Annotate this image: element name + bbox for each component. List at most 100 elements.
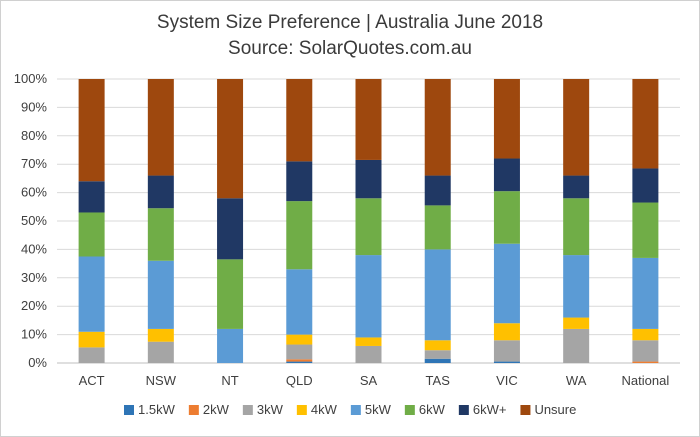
bar-segment <box>286 334 313 345</box>
bar-segment <box>286 79 313 162</box>
x-tick-label: TAS <box>426 373 451 388</box>
bar-segment <box>424 358 451 363</box>
bar-segment <box>217 79 244 199</box>
x-tick-label: ACT <box>79 373 105 388</box>
legend-swatch <box>296 405 307 415</box>
bar-segment <box>217 198 244 260</box>
bar-segment <box>424 79 451 176</box>
bar-segment <box>493 79 520 159</box>
bar-segment <box>563 317 590 329</box>
legend-label: 3kW <box>257 402 284 417</box>
legend-label: 6kW <box>419 402 446 417</box>
bar-segment <box>286 161 313 202</box>
bars <box>78 79 659 363</box>
bar-segment <box>632 79 659 169</box>
x-axis-ticks: ACT NSW NT QLD SA TAS VIC WA National <box>79 373 670 388</box>
y-tick-label: 30% <box>21 270 47 285</box>
y-tick-label: 70% <box>21 156 47 171</box>
bar-segment <box>424 350 451 359</box>
bar-segment <box>493 361 520 363</box>
bar-segment <box>147 260 174 329</box>
legend: 1.5kW 2kW 3kW 4kW 5kW 6kW 6kW+ Unsure <box>124 402 576 417</box>
legend-label: 4kW <box>311 402 338 417</box>
bar-segment <box>286 359 313 362</box>
legend-label: Unsure <box>534 402 576 417</box>
legend-swatch <box>124 405 134 415</box>
bar-segment <box>632 361 659 363</box>
chart-title: System Size Preference | Australia June … <box>156 12 544 33</box>
bar-segment <box>632 257 659 329</box>
bar-segment <box>493 323 520 341</box>
bar-segment <box>563 255 590 318</box>
bar-segment <box>217 328 244 363</box>
bar-segment <box>563 328 590 363</box>
bar-segment <box>286 201 313 270</box>
y-tick-label: 80% <box>21 128 47 143</box>
x-tick-label: WA <box>566 373 587 388</box>
bar-segment <box>355 159 382 199</box>
bar-segment <box>286 344 313 360</box>
bar-segment <box>147 208 174 261</box>
bar-segment <box>355 255 382 338</box>
legend-label: 5kW <box>365 402 392 417</box>
bar-segment <box>147 79 174 176</box>
chart-subtitle: Source: SolarQuotes.com.au <box>228 38 472 59</box>
bar-segment <box>147 341 174 363</box>
legend-swatch <box>520 405 531 415</box>
bar-segment <box>493 243 520 324</box>
bar-segment <box>217 259 244 329</box>
bar-segment <box>78 256 105 332</box>
bar-segment <box>78 212 105 257</box>
bar-segment <box>78 347 105 363</box>
bar-segment <box>355 198 382 256</box>
bar-segment <box>355 337 382 346</box>
y-tick-label: 100% <box>14 71 48 86</box>
bar-segment <box>355 345 382 363</box>
x-tick-label: QLD <box>286 373 313 388</box>
legend-swatch <box>188 405 199 415</box>
bar-segment <box>563 198 590 256</box>
x-tick-label: NSW <box>146 373 177 388</box>
x-tick-label: VIC <box>496 373 518 388</box>
legend-label: 2kW <box>203 402 230 417</box>
y-tick-label: 10% <box>21 327 47 342</box>
y-tick-label: 20% <box>21 298 47 313</box>
x-tick-label: National <box>622 373 670 388</box>
bar-segment <box>493 340 520 362</box>
y-axis-ticks: 0% 10% 20% 30% 40% 50% 60% 70% 80% 90% 100% <box>14 71 48 370</box>
bar-segment <box>147 328 174 342</box>
bar-segment <box>563 79 590 176</box>
bar-segment <box>424 340 451 351</box>
y-tick-label: 90% <box>21 99 47 114</box>
legend-label: 6kW+ <box>473 402 507 417</box>
bar-segment <box>78 331 105 348</box>
bar-segment <box>424 175 451 206</box>
y-tick-label: 0% <box>28 355 47 370</box>
bar-segment <box>632 328 659 341</box>
bar-segment <box>355 79 382 160</box>
bar-segment <box>147 175 174 209</box>
y-tick-label: 40% <box>21 241 47 256</box>
bar-segment <box>78 79 105 182</box>
bar-segment <box>632 340 659 362</box>
bar-segment <box>424 249 451 341</box>
bar-segment <box>563 175 590 199</box>
x-tick-label: SA <box>360 373 378 388</box>
y-tick-label: 60% <box>21 185 47 200</box>
x-tick-label: NT <box>221 373 238 388</box>
bar-segment <box>493 191 520 244</box>
legend-label: 1.5kW <box>138 402 176 417</box>
legend-swatch <box>458 405 469 415</box>
bar-segment <box>286 361 313 363</box>
bar-segment <box>493 158 520 192</box>
legend-swatch <box>242 405 253 415</box>
bar-segment <box>78 181 105 213</box>
bar-segment <box>632 168 659 203</box>
bar-segment <box>424 205 451 250</box>
bar-segment <box>632 202 659 258</box>
bar-segment <box>286 269 313 335</box>
legend-swatch <box>350 405 361 415</box>
legend-swatch <box>404 405 415 415</box>
y-tick-label: 50% <box>21 213 47 228</box>
